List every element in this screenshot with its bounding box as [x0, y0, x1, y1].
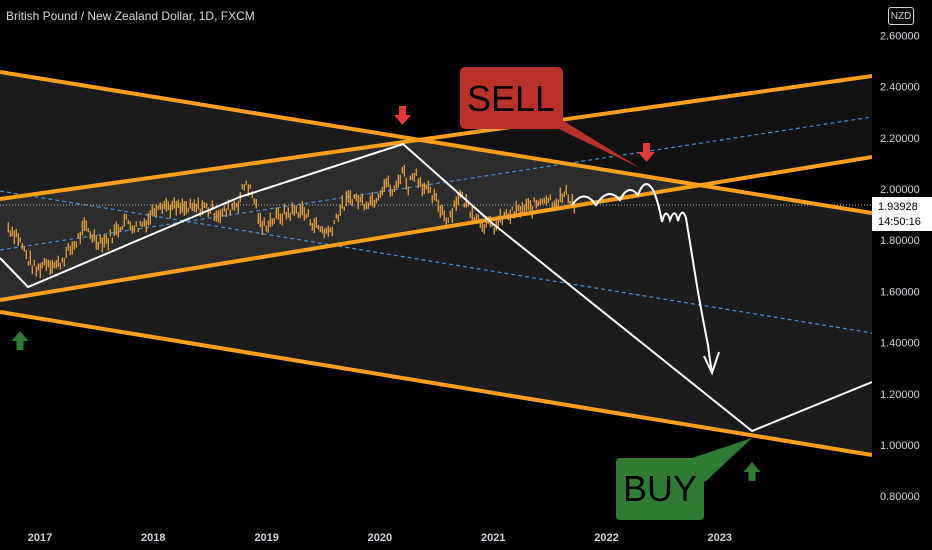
- sell-callout-box: [460, 67, 563, 129]
- y-tick-label: 2.00000: [880, 184, 920, 196]
- y-tick-label: 1.00000: [880, 440, 920, 452]
- descending-midline: [0, 190, 872, 334]
- y-tick-label: 1.60000: [880, 286, 920, 298]
- y-tick-label: 1.20000: [880, 389, 920, 401]
- y-tick-label: 0.80000: [880, 491, 920, 503]
- sell-callout[interactable]: SELL: [460, 67, 640, 168]
- price-bars: [7, 164, 575, 278]
- x-tick-label: 2023: [708, 532, 732, 544]
- time-axis[interactable]: 2017 2018 2019 2020 2021 2022 2023: [28, 532, 732, 544]
- x-tick-label: 2018: [141, 532, 165, 544]
- ascending-midline: [0, 116, 872, 251]
- arrow-up-icon: [743, 462, 761, 481]
- sell-callout-pointer: [540, 120, 640, 168]
- buy-callout-label: BUY: [623, 468, 697, 509]
- ascending-channel-fill: [0, 76, 872, 300]
- arrow-down-icon: [394, 106, 411, 125]
- channel-line-lower-ascending: [0, 155, 872, 302]
- y-tick-label: 1.40000: [880, 338, 920, 350]
- price-tag-box: [872, 197, 932, 231]
- chart-title: British Pound / New Zealand Dollar, 1D, …: [6, 9, 255, 23]
- forecast-arrowhead: [703, 351, 720, 376]
- buy-callout[interactable]: BUY: [616, 438, 752, 520]
- sell-callout-label: SELL: [467, 78, 555, 119]
- arrow-up-icon: [11, 331, 29, 350]
- x-tick-label: 2021: [481, 532, 505, 544]
- x-tick-label: 2017: [28, 532, 52, 544]
- current-price-tag: 1.93928 14:50:16: [872, 197, 932, 231]
- x-tick-label: 2019: [254, 532, 278, 544]
- arrow-down-icon: [638, 143, 655, 162]
- currency-badge[interactable]: NZD: [888, 7, 914, 25]
- projection-zigzag: [0, 142, 872, 433]
- channel-line-lower-descending: [0, 310, 872, 457]
- y-tick-label: 2.60000: [880, 30, 920, 42]
- y-tick-label: 2.40000: [880, 82, 920, 94]
- price-tag-value: 1.93928: [878, 201, 918, 213]
- channel-line-upper-ascending: [0, 74, 872, 201]
- price-axis[interactable]: 2.60000 2.40000 2.20000 2.00000 1.80000 1.600…: [880, 30, 920, 503]
- y-tick-label: 1.80000: [880, 235, 920, 247]
- x-tick-label: 2020: [368, 532, 392, 544]
- channel-line-upper-descending: [0, 70, 872, 215]
- y-tick-label: 2.20000: [880, 133, 920, 145]
- x-tick-label: 2022: [594, 532, 618, 544]
- price-tag-countdown: 14:50:16: [878, 216, 921, 228]
- forecast-path: [571, 183, 713, 373]
- buy-callout-box: [616, 458, 704, 520]
